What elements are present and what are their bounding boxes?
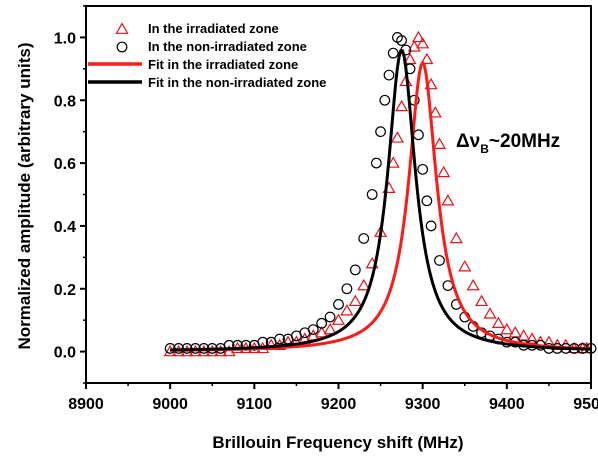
x-tick-label: 9300 xyxy=(405,396,441,413)
data-point-triangle xyxy=(386,156,400,168)
data-point-triangle xyxy=(407,40,421,52)
data-point-circle xyxy=(366,189,378,200)
data-point-triangle xyxy=(357,278,371,291)
legend-label: Fit in the non-irradiated zone xyxy=(148,75,326,90)
data-point-triangle xyxy=(437,165,451,178)
x-tick-label: 8900 xyxy=(68,396,104,413)
x-tick-label: 9100 xyxy=(237,396,273,413)
data-point-circle xyxy=(341,283,353,295)
annotation-prefix: Δν xyxy=(456,131,480,152)
data-point-circle xyxy=(417,163,429,175)
data-point-triangle xyxy=(390,131,404,143)
data-point-triangle xyxy=(420,52,434,65)
data-point-circle xyxy=(358,233,370,244)
data-point-triangle xyxy=(475,294,489,307)
data-point-triangle xyxy=(331,313,346,325)
annotation-suffix: ~20MHz xyxy=(489,131,560,152)
legend-label: In the non-irradiated zone xyxy=(148,39,307,54)
y-axis-title: Normalized amplitude (arbitrary units) xyxy=(15,43,34,350)
data-point-circle xyxy=(333,299,344,310)
y-tick-label: 0.6 xyxy=(54,156,76,173)
data-point-triangle xyxy=(428,106,442,118)
y-tick-label: 0.2 xyxy=(54,282,76,299)
data-point-circle xyxy=(324,311,336,323)
x-tick-label: 9000 xyxy=(152,396,188,413)
data-point-triangle xyxy=(500,322,514,335)
data-point-triangle xyxy=(449,231,463,244)
data-point-circle xyxy=(396,35,408,46)
data-point-triangle xyxy=(315,326,329,338)
data-point-triangle xyxy=(348,294,362,307)
y-tick-label: 0.0 xyxy=(54,345,76,362)
x-axis-title: Brillouin Frequency shift (MHz) xyxy=(212,433,463,452)
legend-marker-triangle xyxy=(115,22,129,34)
legend-label: Fit in the irradiated zone xyxy=(148,57,298,72)
data-point-circle xyxy=(421,195,433,207)
data-point-triangle xyxy=(525,332,539,344)
data-point-triangle xyxy=(395,99,409,112)
data-point-triangle xyxy=(491,316,505,329)
data-point-triangle xyxy=(323,322,337,335)
data-point-circle xyxy=(307,324,319,335)
linewidth-annotation: ΔνB~20MHz xyxy=(456,131,560,156)
data-point-circle xyxy=(349,264,361,276)
data-point-triangle xyxy=(340,304,354,316)
data-point-circle xyxy=(383,69,395,81)
data-point-triangle xyxy=(483,307,497,319)
data-point-circle xyxy=(375,126,386,138)
data-point-circle xyxy=(434,255,445,266)
data-point-triangle xyxy=(441,194,455,206)
y-tick-label: 0.4 xyxy=(54,219,76,236)
data-point-triangle xyxy=(411,30,425,43)
legend-marker-circle xyxy=(116,41,128,53)
data-point-triangle xyxy=(416,36,430,49)
data-point-triangle xyxy=(432,137,447,149)
data-point-circle xyxy=(379,94,391,106)
data-point-circle xyxy=(425,220,437,232)
data-point-triangle xyxy=(466,278,480,291)
data-point-circle xyxy=(274,333,285,345)
y-tick-label: 0.8 xyxy=(54,93,76,110)
y-tick-label: 1.0 xyxy=(54,30,76,47)
data-point-circle xyxy=(316,317,328,329)
x-tick-label: 9200 xyxy=(321,396,357,413)
data-point-triangle xyxy=(458,260,472,272)
annotation-subscript: B xyxy=(480,142,489,156)
data-point-circle xyxy=(387,47,399,59)
legend: In the irradiated zone In the non-irradia… xyxy=(88,21,326,90)
fit-line xyxy=(170,49,592,352)
legend-label: In the irradiated zone xyxy=(148,21,279,36)
data-point-circle xyxy=(370,157,382,169)
series-layer xyxy=(163,30,597,357)
x-tick-label: 9400 xyxy=(489,396,525,413)
